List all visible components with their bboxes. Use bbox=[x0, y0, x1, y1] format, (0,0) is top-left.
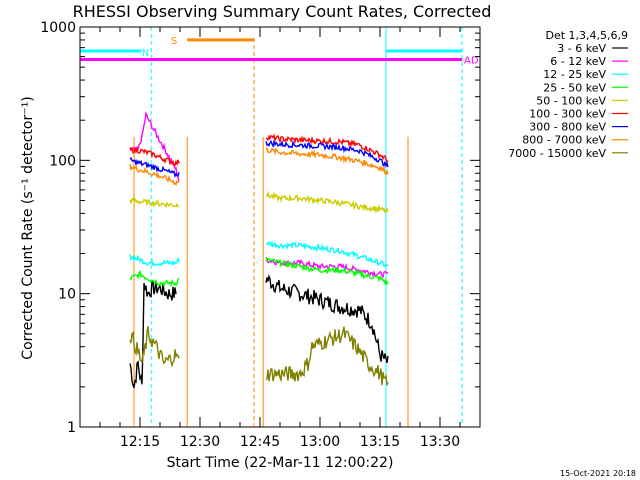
plot-area: NS bbox=[79, 27, 463, 427]
y-tick-label: 100 bbox=[49, 153, 76, 169]
x-tick-label: 13:00 bbox=[300, 434, 340, 450]
x-tick-label: 12:30 bbox=[180, 434, 220, 450]
series-line-segment bbox=[265, 257, 389, 286]
series-line-segment bbox=[129, 146, 180, 167]
series-line-segment bbox=[265, 326, 389, 386]
legend-entry-label: 7000 - 15000 keV bbox=[508, 147, 606, 160]
legend-entry-label: 50 - 100 keV bbox=[536, 94, 606, 107]
n-label: N bbox=[142, 48, 149, 59]
series-line-segment bbox=[129, 197, 180, 209]
y-tick-label: 10 bbox=[58, 287, 76, 303]
series-50-100-kev bbox=[129, 190, 389, 214]
series-line-segment bbox=[265, 240, 389, 268]
series-line-segment bbox=[129, 163, 180, 187]
legend-entry-label: 300 - 800 keV bbox=[529, 121, 606, 134]
series-800-7000-kev bbox=[129, 146, 389, 187]
series-25-50-kev bbox=[129, 257, 389, 288]
legend-entry-label: 6 - 12 keV bbox=[550, 55, 606, 68]
series-3-6-kev bbox=[129, 274, 389, 389]
series-line-segment bbox=[265, 139, 389, 169]
series-line-segment bbox=[129, 279, 177, 389]
x-axis-label: Start Time (22-Mar-11 12:00:22) bbox=[167, 455, 394, 471]
series-line-segment bbox=[265, 190, 389, 214]
x-tick-label: 13:15 bbox=[360, 434, 400, 450]
series-line-segment bbox=[265, 133, 389, 164]
legend-entry-label: 100 - 300 keV bbox=[529, 108, 606, 121]
legend-entry-label: 3 - 6 keV bbox=[557, 42, 606, 55]
series-line-segment bbox=[129, 269, 180, 288]
x-tick-label: 13:30 bbox=[420, 434, 460, 450]
legend-title: Det 1,3,4,5,6,9 bbox=[545, 29, 628, 42]
series-line-segment bbox=[265, 274, 389, 364]
series-line-segment bbox=[129, 326, 180, 368]
y-tick-label: 1 bbox=[67, 420, 76, 436]
y-tick-label: 1000 bbox=[40, 20, 76, 36]
ad-label: AD bbox=[464, 56, 479, 67]
y-axis-label: Corrected Count Rate (s⁻¹ detector⁻¹) bbox=[20, 96, 36, 359]
series-line-segment bbox=[265, 146, 389, 176]
chart-title: RHESSI Observing Summary Count Rates, Co… bbox=[73, 2, 492, 21]
legend-entry-label: 800 - 7000 keV bbox=[522, 134, 606, 147]
x-tick-label: 12:45 bbox=[240, 434, 280, 450]
series-12-25-kev bbox=[129, 240, 389, 268]
series-7000-15000-kev bbox=[129, 326, 389, 386]
series-line-segment bbox=[129, 156, 180, 179]
legend-entry-label: 25 - 50 keV bbox=[543, 81, 606, 94]
legend-entry-label: 12 - 25 keV bbox=[543, 68, 606, 81]
series-6-12-kev bbox=[129, 111, 389, 279]
series-line-segment bbox=[129, 254, 180, 267]
series-100-300-kev bbox=[129, 133, 389, 167]
footer-timestamp: 15-Oct-2021 20:18 bbox=[560, 469, 636, 478]
s-label: S bbox=[171, 36, 177, 47]
series-line-segment bbox=[129, 111, 180, 181]
x-tick-label: 12:15 bbox=[120, 434, 160, 450]
series-300-800-kev bbox=[129, 139, 389, 179]
plot-frame bbox=[79, 26, 481, 428]
